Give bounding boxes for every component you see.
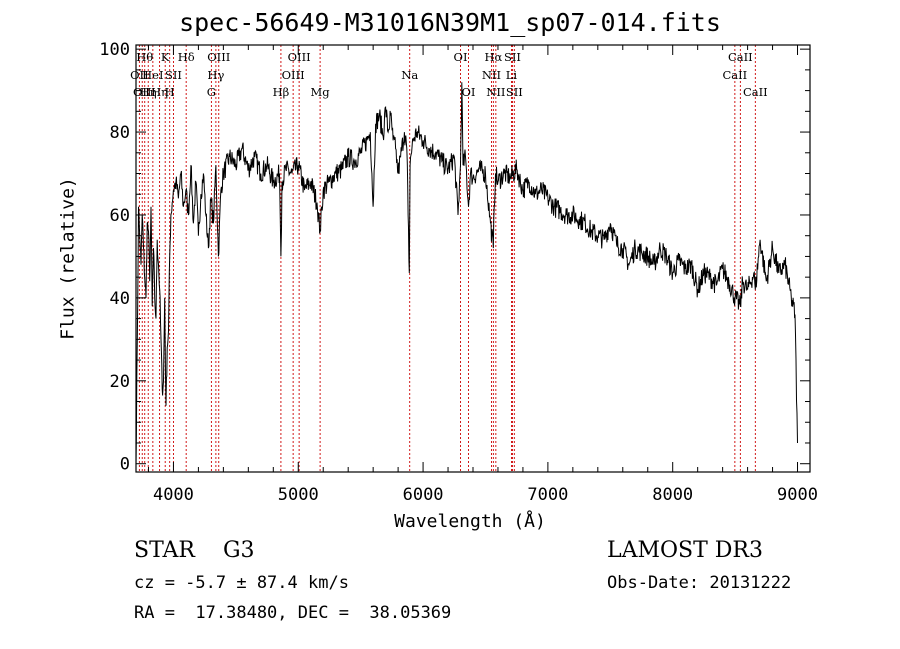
line-marker-label: OII <box>133 85 152 99</box>
x-tick-label: 7000 <box>527 485 568 505</box>
line-marker-label: Li <box>506 68 518 82</box>
line-marker-label: Hγ <box>207 68 224 82</box>
line-marker-label: Hη <box>151 85 168 99</box>
coordinates-readout: RA = 17.38480, DEC = 38.05369 <box>134 603 452 623</box>
line-marker-label: OIII <box>282 68 305 82</box>
y-axis-label: Flux (relative) <box>57 177 79 340</box>
line-marker-label: NII <box>486 85 505 99</box>
line-marker-label: OIII <box>288 50 311 64</box>
line-marker-label: Mg <box>311 85 331 99</box>
line-marker-label: OI <box>454 50 468 64</box>
line-marker-label: SII <box>165 68 182 82</box>
line-marker-label: SII <box>504 50 521 64</box>
y-tick-label: 20 <box>110 372 130 392</box>
x-tick-label: 8000 <box>652 485 693 505</box>
line-marker-label: OII <box>130 68 149 82</box>
line-marker-label: CaII <box>728 50 753 64</box>
line-marker-label: NII <box>482 68 501 82</box>
line-marker-label: Hδ <box>178 50 195 64</box>
spectrum-line <box>135 82 798 464</box>
line-marker-label: H <box>165 85 175 99</box>
line-marker-label: OIII <box>207 50 230 64</box>
class-label: STAR <box>134 538 195 563</box>
chart-title: spec-56649-M31016N39M1_sp07-014.fits <box>179 8 721 37</box>
obs-date: Obs-Date: 20131222 <box>607 573 792 593</box>
line-marker-label: G <box>207 85 216 99</box>
plot-frame <box>135 44 811 473</box>
y-tick-label: 60 <box>110 206 130 226</box>
line-marker-label: Hα <box>484 50 502 64</box>
line-marker-label: OI <box>462 85 476 99</box>
subclass-label: G3 <box>222 538 255 563</box>
y-tick-label: 40 <box>110 289 130 309</box>
x-tick-label: 5000 <box>278 485 319 505</box>
spectrum-series <box>135 82 798 464</box>
x-tick-label: 6000 <box>403 485 444 505</box>
line-marker-label: SII <box>506 85 523 99</box>
line-marker-label: HeI <box>142 68 163 82</box>
x-tick-label: 4000 <box>153 485 194 505</box>
line-marker-label: K <box>161 50 170 64</box>
redshift-readout: cz = -5.7 ± 87.4 km/s <box>134 573 349 593</box>
x-axis-label: Wavelength (Å) <box>394 511 546 532</box>
survey-label: LAMOST DR3 <box>607 538 763 563</box>
y-tick-label: 0 <box>120 455 130 475</box>
line-marker-label: CaII <box>743 85 768 99</box>
classification: STAR G3 <box>134 538 255 563</box>
y-tick-label: 100 <box>99 40 130 60</box>
x-tick-label: 9000 <box>777 485 818 505</box>
axis-ticks: 4000 5000 6000 7000 8000 9000 0 20 40 60 80 100 <box>99 40 818 505</box>
line-marker-labels: OII OII Hθ Hη HeI Hη K H SII Hδ G Hγ OIII Hβ OIII OIII M… <box>130 50 768 99</box>
line-markers <box>138 45 756 472</box>
line-marker-label: CaII <box>722 68 747 82</box>
line-marker-label: Hβ <box>273 85 290 99</box>
y-tick-label: 80 <box>110 123 130 143</box>
line-marker-label: Hθ <box>136 50 153 64</box>
line-marker-label: Na <box>401 68 418 82</box>
line-marker-label: Hη <box>140 85 157 99</box>
